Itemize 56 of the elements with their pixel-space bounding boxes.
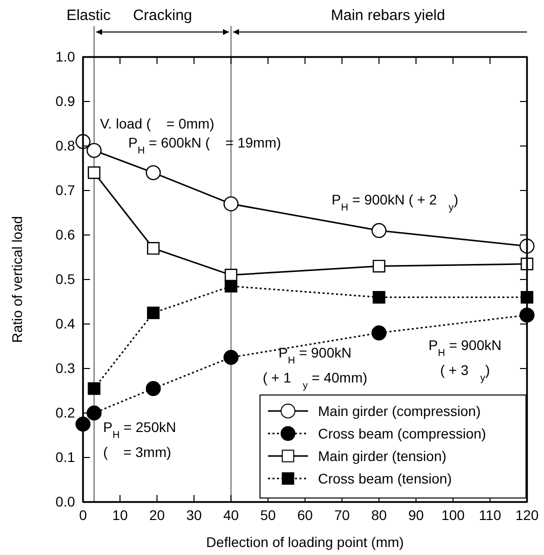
y-tick-label: 0.0: [56, 493, 76, 510]
y-tick-label: 0.9: [56, 92, 76, 109]
y-tick-label: 0.6: [56, 226, 76, 242]
point: [224, 280, 238, 292]
annotation: V. load ( = 0mm): [100, 116, 214, 132]
point: [223, 350, 239, 365]
point: [86, 142, 102, 158]
annotation: P$_{H}$ = 250kN ( = 3mm): [103, 419, 176, 460]
point: [520, 258, 534, 270]
y-tick-label: 0.2: [56, 404, 76, 420]
legend-label: Cross beam (compression): [318, 426, 486, 442]
x-tick-label: 80: [371, 506, 387, 523]
point: [146, 381, 161, 396]
x-tick-label: 110: [478, 506, 502, 523]
x-axis-title: Deflection of loading point (mm): [206, 534, 404, 550]
y-tick-label: 0.4: [56, 315, 76, 332]
point: [224, 268, 238, 282]
x-tick-label: 50: [260, 506, 276, 523]
legend-label: Main girder (tension): [318, 448, 446, 464]
y-tick-label: 1.0: [56, 48, 76, 64]
point: [88, 166, 100, 179]
legend-label: Cross beam (tension): [318, 470, 452, 486]
annotation: P$_{H}$ = 900kN ( + 3 $_{y}$): [428, 337, 502, 384]
annotation: P$_{H}$ = 900kN ( + 2 $_{y}$): [332, 192, 458, 214]
y-tick-label: 0.5: [56, 270, 76, 287]
annotation: P$_{H}$ = 600kN ( = 19mm): [128, 134, 282, 156]
point: [520, 291, 534, 304]
y-axis-title: Ratio of vertical load: [9, 216, 25, 343]
point: [88, 382, 100, 395]
y-tick-label: 0.8: [56, 137, 76, 154]
point: [372, 291, 386, 304]
point: [147, 306, 160, 320]
text: Elastic: [66, 7, 112, 24]
x-tick-label: 120: [515, 506, 539, 523]
x-tick-label: 90: [408, 506, 424, 523]
point: [146, 165, 161, 180]
point: [372, 260, 386, 272]
point: [223, 196, 239, 212]
y-tick-label: 0.1: [56, 448, 76, 465]
x-tick-label: 60: [297, 506, 313, 523]
x-tick-label: 40: [223, 506, 239, 523]
x-tick-label: 10: [112, 506, 128, 523]
y-tick-label: 0.7: [56, 182, 76, 198]
point: [147, 242, 160, 255]
point: [371, 325, 387, 340]
x-tick-label: 100: [441, 506, 465, 523]
legend-label: Main girder (compression): [318, 403, 481, 419]
point: [371, 223, 387, 238]
x-tick-label: 30: [186, 506, 202, 523]
text: Cracking: [132, 7, 192, 24]
x-tick-label: 70: [334, 506, 350, 523]
x-tick-label: 20: [149, 506, 165, 523]
x-tick-label: 0: [79, 506, 88, 523]
point: [86, 406, 102, 420]
y-tick-label: 0.3: [56, 360, 76, 376]
text: Main rebars yield: [330, 7, 446, 24]
